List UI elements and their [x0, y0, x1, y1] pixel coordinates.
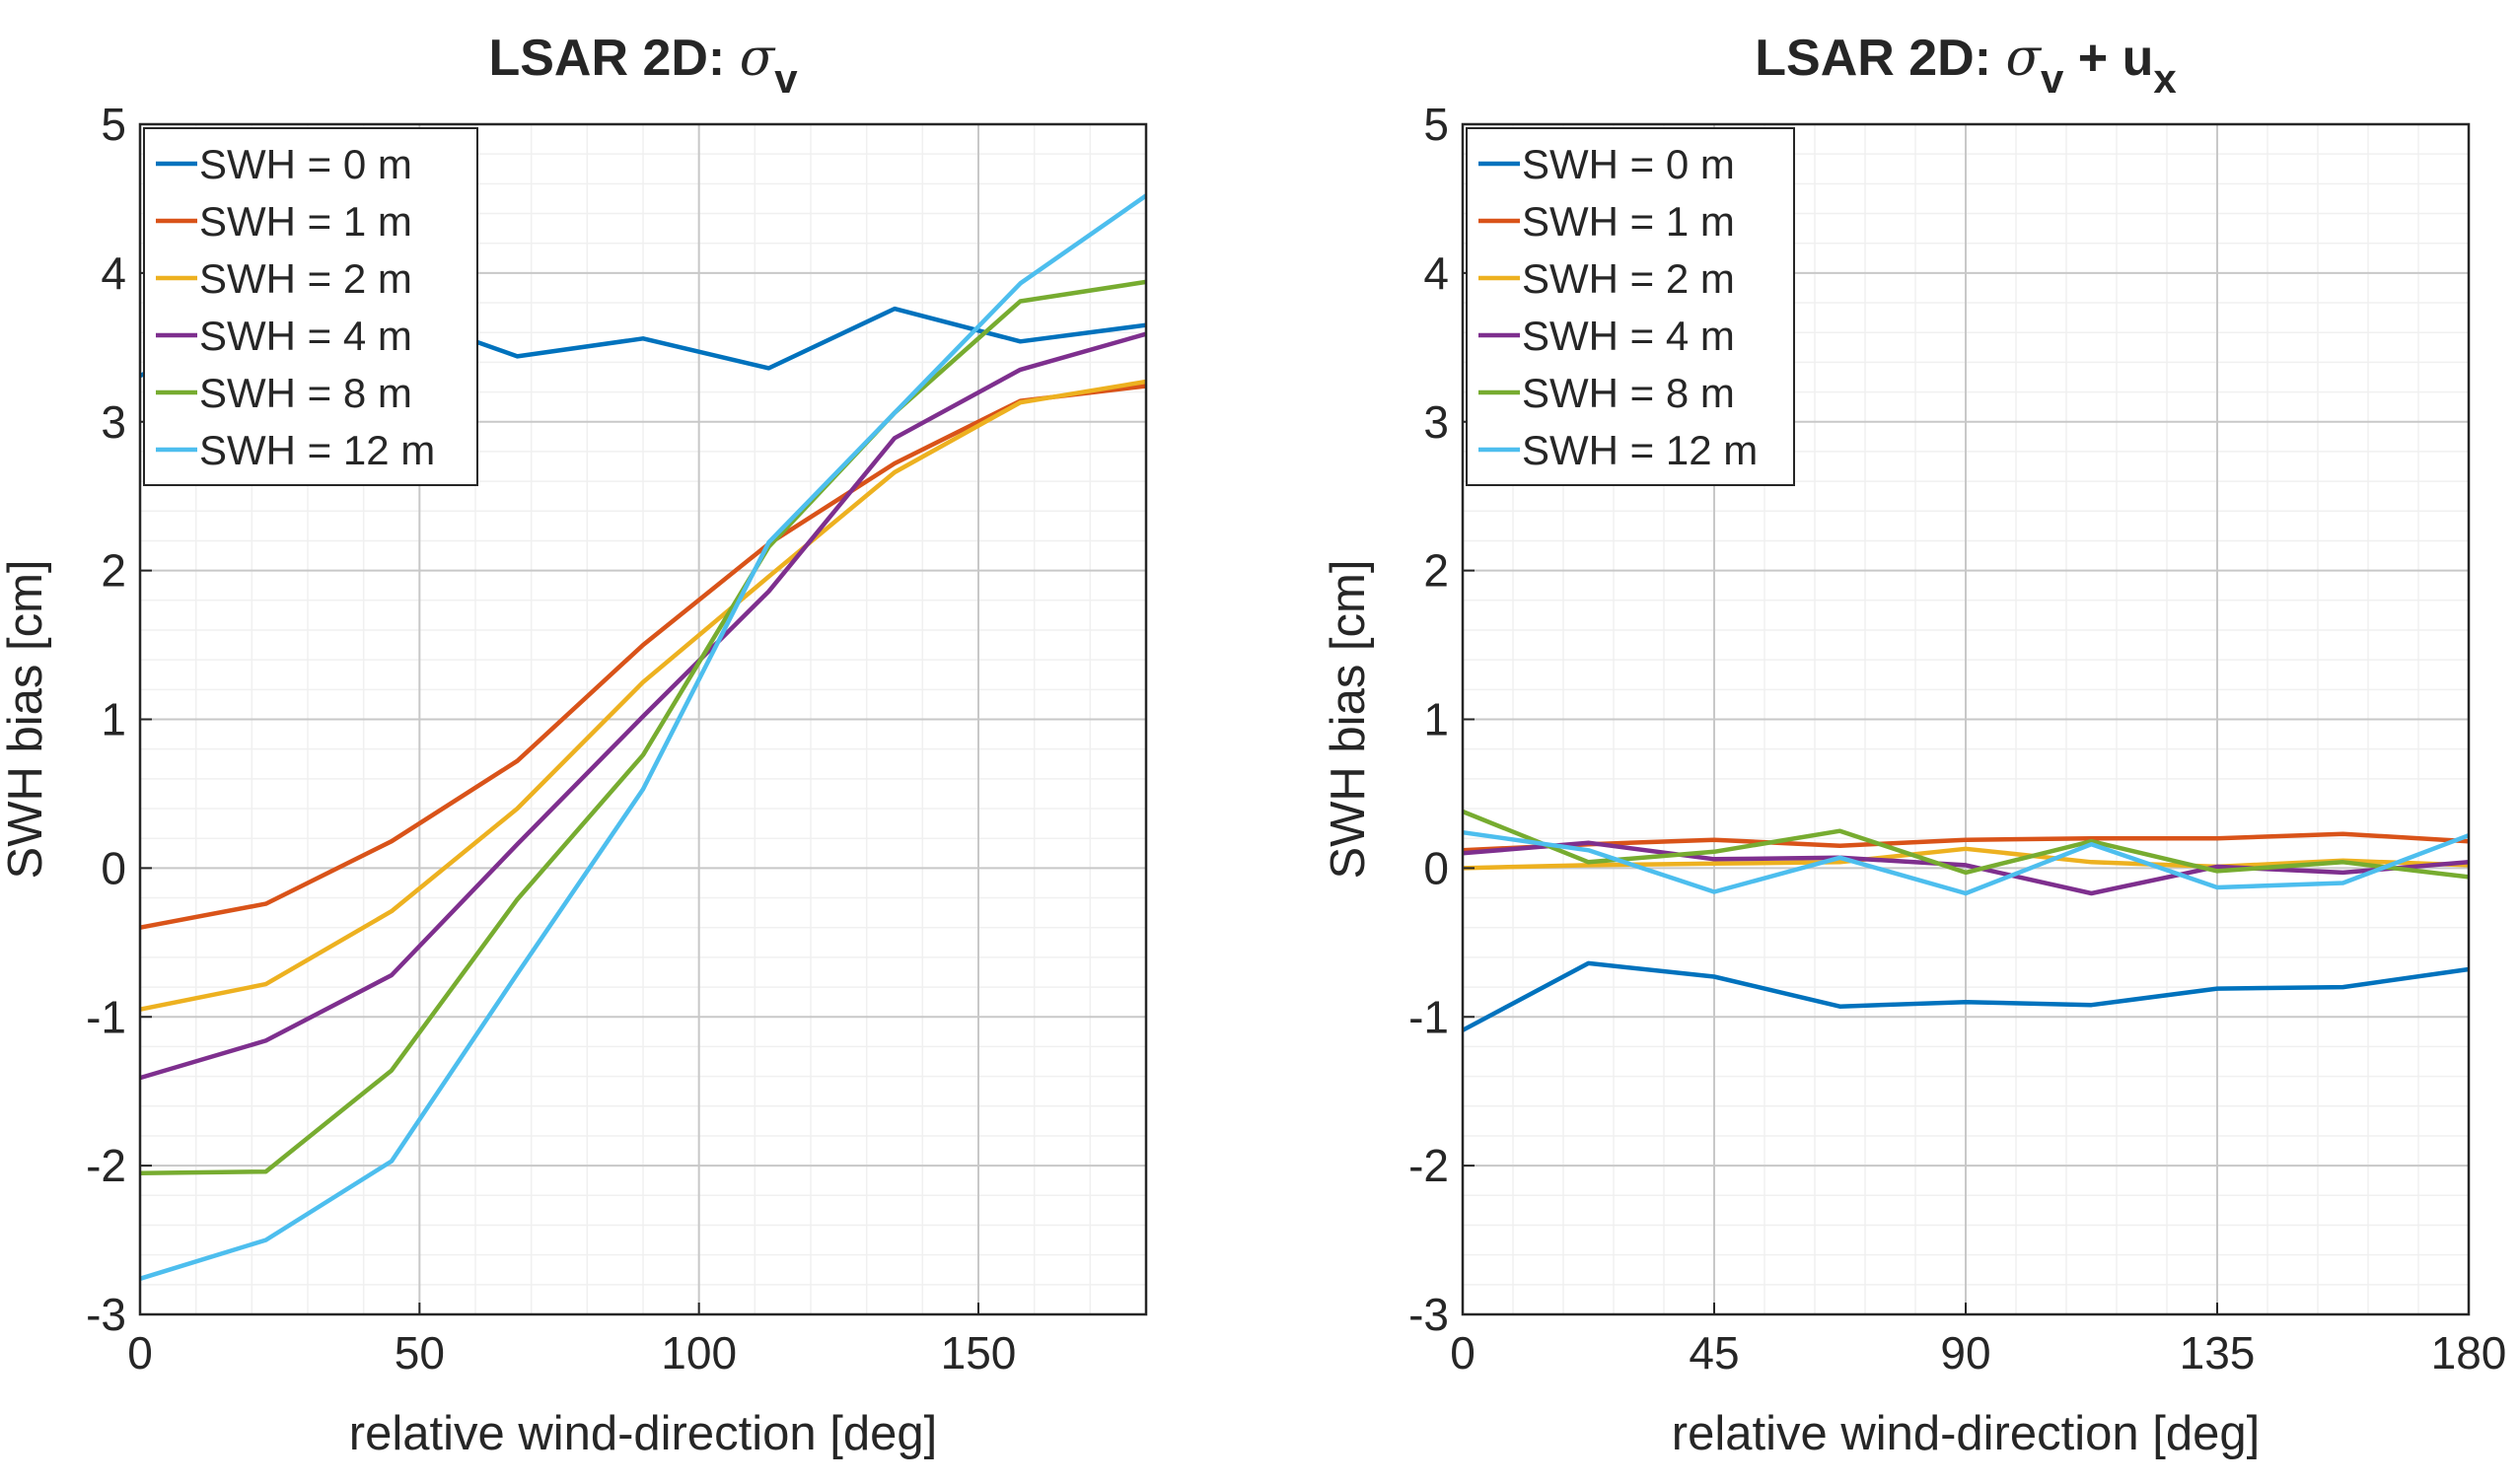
right-y-tick-label: 5	[1423, 99, 1449, 150]
left-x-tick-label: 50	[395, 1327, 445, 1378]
left-legend-label-4: SWH = 8 m	[199, 370, 412, 416]
left-title-symbol: σ	[740, 29, 776, 88]
right-legend-label-4: SWH = 8 m	[1522, 370, 1735, 416]
left-y-tick-label: 0	[101, 842, 126, 893]
right-y-tick-label: 4	[1423, 247, 1449, 299]
right-x-tick-label: 135	[2180, 1327, 2256, 1378]
left-series-line-2	[139, 379, 1147, 1012]
left-x-tick-label: 100	[661, 1327, 737, 1378]
left-legend-box	[143, 127, 478, 486]
left-x-tick-label: 0	[127, 1327, 153, 1378]
right-x-axis-label: relative wind-direction [deg]	[1672, 1407, 2260, 1460]
right-legend-label-3: SWH = 4 m	[1522, 313, 1735, 359]
right-legend-label-2: SWH = 2 m	[1522, 255, 1735, 302]
right-series-line-4	[1462, 809, 2470, 880]
right-series-line-0	[1461, 960, 2470, 1032]
right-legend-label-0: SWH = 0 m	[1522, 141, 1735, 187]
left-series-line-4	[139, 279, 1147, 1175]
right-y-tick-label: -1	[1408, 991, 1449, 1042]
left-y-tick-label: 5	[101, 99, 126, 150]
right-series-line-5	[1462, 829, 2470, 896]
right-y-tick-label: 0	[1423, 842, 1449, 893]
left-tick-labels: 0 50 100 150 -3 -2 -1 0 1 2 3 4 5	[86, 99, 1016, 1378]
right-series-line-1	[1462, 831, 2470, 853]
right-legend-box	[1466, 127, 1795, 486]
left-y-tick-label: 1	[101, 694, 126, 745]
right-legend: SWH = 0 m SWH = 1 m SWH = 2 m SWH = 4 m SWH …	[1466, 127, 1795, 486]
right-x-tick-label: 90	[1940, 1327, 1990, 1378]
right-series-line-3	[1462, 840, 2470, 896]
right-title-subscript: v	[2041, 55, 2064, 102]
left-chart: 0 50 100 150 -3 -2 -1 0 1 2 3 4 5 LSAR 2D: σv relati…	[0, 29, 1148, 1460]
left-y-tick-label: 4	[101, 247, 126, 299]
left-series-lines	[139, 193, 1148, 1281]
left-legend-label-2: SWH = 2 m	[199, 255, 412, 302]
left-legend-label-0: SWH = 0 m	[199, 141, 412, 187]
right-y-tick-label: -3	[1408, 1289, 1449, 1340]
right-y-tick-label: -2	[1408, 1140, 1449, 1191]
right-y-tick-label: 2	[1423, 545, 1449, 597]
left-y-tick-label: -3	[86, 1289, 126, 1340]
left-y-tick-label: -2	[86, 1140, 126, 1191]
right-y-axis-label: SWH bias [cm]	[1322, 560, 1375, 880]
left-legend-label-3: SWH = 4 m	[199, 313, 412, 359]
right-title-suffix: + u	[2063, 30, 2153, 87]
right-title-text: LSAR 2D:	[1755, 30, 2005, 87]
right-x-tick-label: 0	[1450, 1327, 1475, 1378]
left-y-tick-label: 3	[101, 396, 126, 448]
right-series-lines	[1461, 809, 2470, 1032]
left-y-axis-label: SWH bias [cm]	[0, 560, 52, 880]
left-title-text: LSAR 2D:	[488, 30, 739, 87]
left-x-tick-label: 150	[941, 1327, 1017, 1378]
right-y-tick-label: 1	[1423, 694, 1449, 745]
left-series-line-5	[139, 193, 1148, 1281]
left-legend-label-1: SWH = 1 m	[199, 198, 412, 245]
right-title-symbol: σ	[2006, 29, 2043, 88]
left-title-subscript: v	[774, 55, 798, 102]
right-x-tick-label: 45	[1689, 1327, 1739, 1378]
left-legend: SWH = 0 m SWH = 1 m SWH = 2 m SWH = 4 m SWH …	[143, 127, 478, 486]
left-legend-label-5: SWH = 12 m	[199, 427, 435, 473]
left-series-line-3	[139, 331, 1147, 1081]
left-x-axis-label: relative wind-direction [deg]	[349, 1407, 937, 1460]
left-y-tick-label: 2	[101, 545, 126, 597]
left-series-line-1	[139, 384, 1147, 930]
right-chart-title: LSAR 2D: σv + ux	[1755, 29, 2177, 102]
right-legend-label-5: SWH = 12 m	[1522, 427, 1758, 473]
right-title-suffix-subscript: x	[2153, 55, 2177, 102]
left-chart-title: LSAR 2D: σv	[488, 29, 798, 102]
left-y-tick-label: -1	[86, 991, 126, 1042]
right-y-tick-label: 3	[1423, 396, 1449, 448]
right-x-tick-label: 180	[2431, 1327, 2507, 1378]
right-legend-label-1: SWH = 1 m	[1522, 198, 1735, 245]
